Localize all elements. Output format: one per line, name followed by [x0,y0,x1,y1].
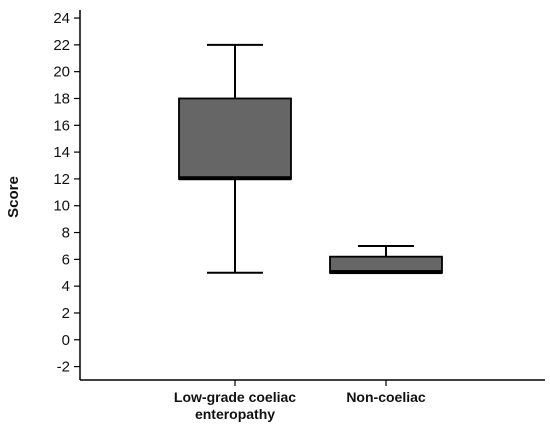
category-label: enteropathy [195,406,275,422]
y-tick-label: 6 [62,251,70,268]
category-label: Non-coeliac [346,389,426,405]
boxes [178,43,443,275]
median-line [179,176,291,181]
box-2 [329,244,443,275]
category-label: Low-grade coeliac [174,389,296,405]
y-tick-label: 2 [62,305,70,322]
y-tick-label: 4 [62,278,70,295]
y-tick-label: 20 [53,64,70,81]
y-tick-label: 0 [62,332,70,349]
y-tick-label: 18 [53,90,70,107]
y-tick-label: 24 [53,10,70,27]
box-body [178,97,292,180]
box-1 [178,43,292,274]
y-axis-title: Score [5,176,22,218]
y-tick-label: 14 [53,144,70,161]
y-tick-label: 12 [53,171,70,188]
y-tick-label: 10 [53,198,70,215]
y-tick-label: 16 [53,117,70,134]
y-tick-label: -2 [57,359,70,376]
y-tick-label: 8 [62,225,70,242]
median-line [330,270,442,275]
y-tick-label: 22 [53,37,70,54]
